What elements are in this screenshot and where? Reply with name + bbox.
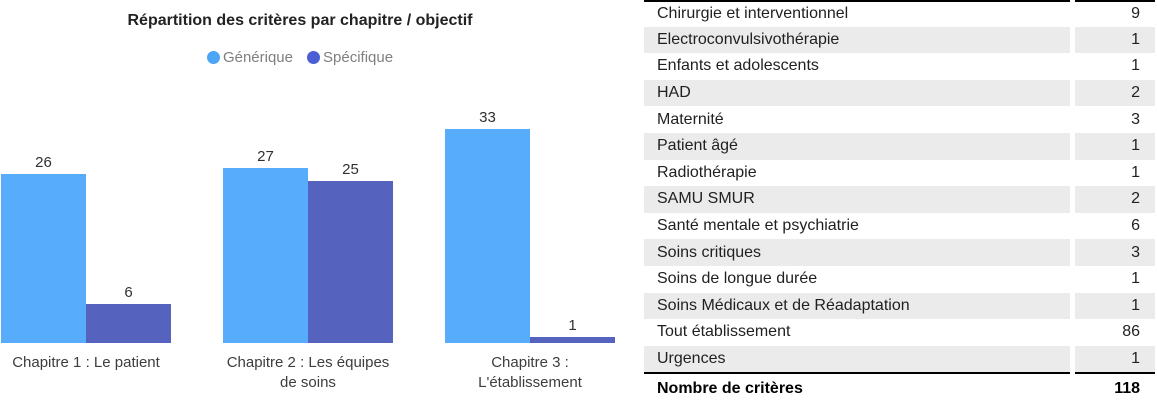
bar-generique[interactable] [1, 174, 86, 343]
bar-column: 25 [308, 160, 393, 343]
bar-plot-area: 26 6 Chapitre 1 : Le patient 27 25 Chapitre 2… [1, 100, 615, 391]
table-row: Electroconvulsivothérapie 1 [644, 26, 1155, 54]
legend-item-generique[interactable]: Générique [206, 49, 293, 66]
table-row: Radiothérapie 1 [644, 160, 1155, 187]
table-row: Soins Médicaux et de Réadaptation 1 [644, 292, 1155, 320]
bar-generique[interactable] [223, 167, 308, 343]
row-value: 118 [1075, 372, 1155, 403]
row-value: 1 [1075, 292, 1155, 320]
bar-generique[interactable] [445, 128, 530, 343]
chart-title: Répartition des critères par chapitre / … [127, 12, 473, 29]
legend-item-specifique[interactable]: Spécifique [307, 49, 393, 66]
table-row: Chirurgie et interventionnel 9 [644, 0, 1155, 27]
bar-value-label: 6 [124, 284, 133, 301]
bar-value-label: 25 [342, 160, 359, 178]
chart-legend: Générique Spécifique [0, 49, 600, 66]
row-value: 2 [1075, 79, 1155, 107]
row-label: Urgences [644, 345, 1070, 373]
row-label: Tout établissement [657, 323, 791, 341]
table-row: Soins de longue durée 1 [644, 266, 1155, 293]
row-label: Santé mentale et psychiatrie [657, 217, 859, 235]
table-row: Santé mentale et psychiatrie 6 [644, 213, 1155, 240]
row-label: Electroconvulsivothérapie [644, 26, 1070, 54]
bar-group: 26 6 Chapitre 1 : Le patient [1, 100, 171, 371]
table-row: Soins critiques 3 [644, 239, 1155, 266]
row-value: 2 [1075, 186, 1155, 213]
category-label: Chapitre 1 : Le patient [12, 354, 160, 371]
table-row: HAD 2 [644, 79, 1155, 107]
generique-dot-icon [206, 51, 220, 64]
bar-group: 33 1 Chapitre 3 : L'établissement [445, 100, 615, 391]
legend-label: Générique [222, 49, 293, 66]
row-label: HAD [644, 79, 1070, 107]
criteria-table: Chirurgie et interventionnel 9 Electroconv… [644, 0, 1155, 403]
row-label: Maternité [657, 110, 724, 128]
row-value: 1 [1131, 163, 1140, 181]
bar-specifique[interactable] [86, 304, 171, 343]
row-label: Chirurgie et interventionnel [644, 0, 1070, 27]
specifique-dot-icon [307, 51, 320, 64]
bar-specifique[interactable] [530, 336, 615, 343]
table-row: Enfants et adolescents 1 [644, 53, 1155, 80]
bar-group: 27 25 Chapitre 2 : Les équipes de soins [223, 100, 393, 391]
bar-column: 1 [530, 316, 615, 343]
bar-column: 26 [1, 154, 86, 343]
bar-value-label: 1 [568, 316, 577, 334]
row-value: 1 [1075, 132, 1155, 160]
bar-value-label: 26 [35, 154, 52, 171]
row-label: Patient âgé [644, 132, 1070, 160]
row-value: 1 [1131, 270, 1140, 288]
row-value: 1 [1075, 26, 1155, 54]
row-label: SAMU SMUR [644, 186, 1070, 213]
row-value: 3 [1131, 110, 1140, 128]
category-label: Chapitre 2 : Les équipes de soins [226, 354, 390, 391]
row-label: Soins de longue durée [657, 270, 818, 288]
table-row: Nombre de critères 118 [644, 372, 1155, 403]
row-label: Soins critiques [644, 239, 1070, 266]
bar-column: 6 [86, 284, 171, 343]
bar-value-label: 27 [257, 147, 274, 165]
criteria-bar-chart: Répartition des critères par chapitre / … [0, 12, 615, 391]
row-label: Soins Médicaux et de Réadaptation [644, 292, 1070, 320]
table-row: SAMU SMUR 2 [644, 186, 1155, 213]
table-row: Patient âgé 1 [644, 132, 1155, 160]
row-value: 6 [1131, 217, 1140, 235]
table-row: Maternité 3 [644, 106, 1155, 133]
category-label: Chapitre 3 : L'établissement [478, 354, 582, 391]
bar-specifique[interactable] [308, 180, 393, 343]
row-label: Nombre de critères [644, 372, 1070, 403]
row-label: Radiothérapie [657, 163, 757, 181]
table-row: Tout établissement 86 [644, 319, 1155, 346]
row-label: Enfants et adolescents [657, 57, 819, 75]
legend-label: Spécifique [323, 49, 394, 66]
table-row: Urgences 1 [644, 345, 1155, 373]
bar-column: 27 [223, 147, 308, 343]
bar-column: 33 [445, 108, 530, 343]
row-value: 9 [1075, 0, 1155, 27]
row-value: 1 [1075, 345, 1155, 373]
row-value: 86 [1122, 323, 1140, 341]
bar-value-label: 33 [479, 108, 496, 126]
row-value: 3 [1075, 239, 1155, 266]
row-value: 1 [1131, 57, 1140, 75]
